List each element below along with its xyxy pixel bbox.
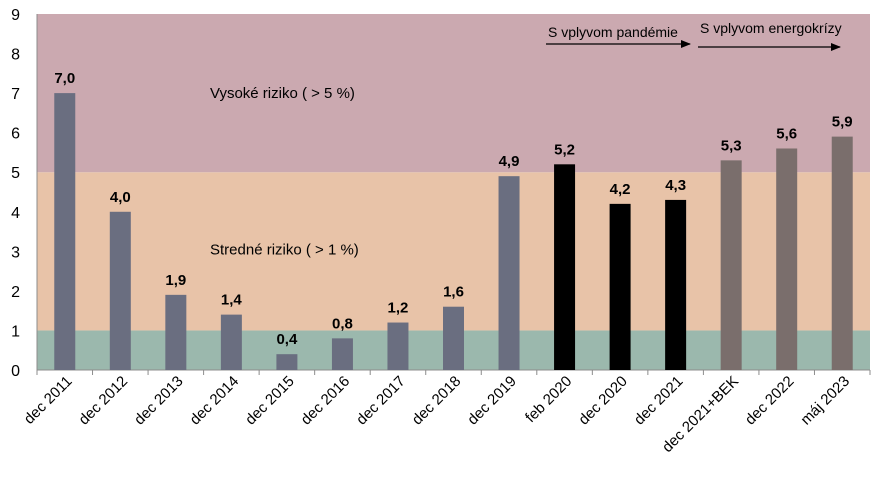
data-label: 5,6	[776, 125, 797, 142]
bar	[720, 160, 742, 370]
data-labels: 7,0 4,0 1,9 1,4 0,4 0,8 1,2 1,6 4,9 5,2 4,2 4,3 5,3 5…	[54, 70, 852, 348]
bar	[54, 93, 76, 370]
x-tick-label: máj 2023	[797, 373, 853, 429]
bar	[609, 203, 631, 370]
bar	[554, 164, 576, 370]
data-label: 0,8	[332, 315, 353, 332]
x-tick-label: dec 2022	[742, 373, 798, 429]
x-tick-label: dec 2014	[187, 373, 243, 429]
bars	[54, 93, 853, 370]
y-tick-label: 3	[11, 244, 20, 261]
annotation-label: S vplyvom energokrízy	[700, 20, 842, 36]
annotation-label: S vplyvom pandémie	[548, 24, 678, 40]
x-tick-label: dec 2011	[21, 373, 76, 428]
bar	[387, 322, 409, 370]
data-label: 1,6	[443, 284, 464, 301]
x-tick-label: dec 2012	[75, 373, 131, 429]
x-axis: dec 2011 dec 2012 dec 2013 dec 2014 dec 2015…	[21, 369, 871, 456]
annotations: S vplyvom pandémie S vplyvom energokrízy	[546, 20, 842, 51]
bar	[331, 338, 353, 370]
bar	[165, 294, 187, 370]
y-tick-label: 9	[11, 7, 20, 24]
data-label: 7,0	[54, 70, 75, 87]
x-tick-label: dec 2016	[298, 373, 354, 429]
bar	[220, 314, 242, 370]
y-tick-label: 8	[11, 47, 20, 64]
y-tick-label: 1	[11, 323, 20, 340]
x-tick-label: feb 2020	[522, 373, 575, 426]
data-label: 4,2	[610, 181, 631, 198]
data-label: 5,2	[554, 141, 575, 158]
data-label: 4,9	[499, 153, 520, 170]
y-tick-label: 6	[11, 126, 20, 143]
data-label: 1,9	[165, 272, 186, 289]
risk-zone-labels: Stredné riziko ( > 1 %) Vysoké riziko ( >…	[210, 85, 359, 258]
data-label: 1,4	[221, 292, 243, 309]
y-tick-label: 5	[11, 165, 20, 182]
risk-zone-high	[37, 14, 870, 173]
y-tick-label: 4	[11, 205, 20, 222]
data-label: 4,3	[665, 177, 686, 194]
data-label: 0,4	[276, 331, 298, 348]
data-label: 4,0	[110, 189, 131, 206]
x-tick-label: dec 2019	[464, 373, 520, 429]
y-axis: 0 1 2 3 4 5 6 7 8 9	[11, 7, 38, 380]
x-tick-label: dec 2020	[575, 373, 631, 429]
x-tick-label: dec 2017	[353, 373, 409, 429]
x-tick-label: dec 2013	[131, 373, 187, 429]
data-label: 1,2	[388, 300, 409, 317]
bar	[498, 176, 520, 370]
zone-label-medium: Stredné riziko ( > 1 %)	[210, 241, 359, 258]
data-label: 5,3	[721, 137, 742, 154]
bar	[831, 136, 853, 370]
data-label: 5,9	[832, 114, 853, 131]
zone-label-high: Vysoké riziko ( > 5 %)	[210, 85, 355, 102]
x-tick-label: dec 2018	[409, 373, 465, 429]
y-tick-label: 2	[11, 284, 20, 301]
bar	[109, 211, 131, 370]
y-tick-label: 7	[11, 86, 20, 103]
bar	[776, 148, 798, 370]
bar	[276, 354, 298, 370]
x-tick-label: dec 2015	[242, 373, 298, 429]
x-tick-label: dec 2021	[631, 373, 687, 429]
bar	[665, 199, 687, 370]
bar	[443, 306, 464, 370]
y-tick-label: 0	[11, 363, 20, 380]
